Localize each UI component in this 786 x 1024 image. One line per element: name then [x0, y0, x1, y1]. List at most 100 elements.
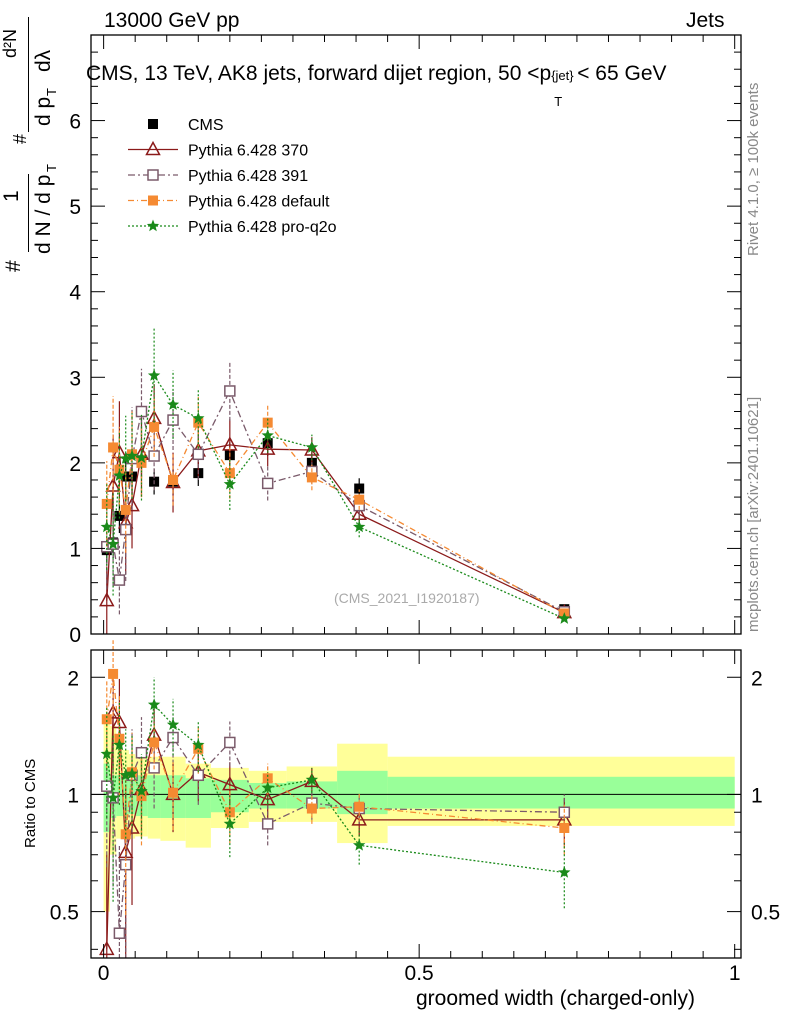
- ratio-point: [305, 773, 319, 786]
- ratio-series-3: [100, 677, 571, 909]
- xtick-label: 0: [98, 962, 110, 985]
- mcplots-label: mcplots.cern.ch [arXiv:2401.10621]: [745, 396, 762, 632]
- ratio-point: [354, 801, 365, 812]
- main-ytick-label: 1: [69, 538, 81, 561]
- ratio-point: [106, 791, 120, 804]
- ratio-ytick-label: 2: [67, 667, 79, 690]
- ratio-point: [351, 811, 367, 826]
- main-series-line-3: [106, 421, 565, 615]
- main-point: [354, 483, 365, 494]
- main-point: [166, 398, 180, 410]
- ratio-point: [261, 781, 274, 794]
- main-series-line-1: [106, 416, 565, 614]
- main-point: [354, 494, 365, 505]
- ratio-point: [135, 746, 148, 759]
- main-point: [306, 472, 317, 483]
- main-ytick-label: 3: [69, 367, 81, 390]
- ratio-point: [223, 817, 236, 830]
- main-point: [135, 405, 148, 418]
- main-point: [113, 574, 126, 586]
- main-ytick-label: 4: [69, 282, 81, 305]
- legend-marker: [147, 169, 159, 181]
- main-point: [99, 592, 115, 607]
- ratio-point: [100, 747, 113, 760]
- main-series-3: [101, 396, 570, 619]
- ratio-point: [149, 737, 160, 748]
- ratio-ytick-label-right: 2: [751, 667, 763, 690]
- xtick-label: 1: [729, 962, 741, 985]
- rivet-label: Rivet 4.1.0, ≥ 100k events: [745, 82, 762, 256]
- ratio-point: [261, 818, 274, 830]
- ratio-ytick-label: 0.5: [50, 902, 79, 925]
- ratio-point: [135, 784, 148, 797]
- ylabel-dl: dλ: [32, 49, 55, 72]
- legend-marker: [148, 195, 158, 206]
- ylabel-frac-num: 1: [0, 190, 23, 202]
- main-ylabel: # 1 d N / d p T # d²N d p T dλ: [0, 0, 70, 272]
- plot-title-main: CMS, 13 TeV, AK8 jets, forward dijet reg…: [86, 62, 552, 85]
- main-point: [135, 451, 148, 463]
- main-series-line-2: [106, 389, 565, 613]
- ratio-point: [166, 718, 180, 730]
- legend-marker: [148, 119, 158, 129]
- main-frame: [90, 34, 742, 635]
- ratio-band-inner: [387, 776, 735, 809]
- main-series-0: [101, 430, 570, 615]
- ratio-point: [168, 787, 179, 798]
- main-point: [124, 497, 140, 512]
- ratio-point: [136, 791, 147, 802]
- main-ytick-label: 0: [69, 624, 81, 647]
- main-point: [353, 520, 366, 533]
- ratio-band-inner: [147, 775, 161, 818]
- ratio-point: [262, 773, 273, 784]
- ylabel-hash-1: #: [2, 260, 25, 272]
- main-point: [149, 421, 160, 432]
- ratio-point: [192, 738, 205, 751]
- main-point: [224, 385, 236, 397]
- plot-title-end: < 65 GeV: [577, 62, 667, 85]
- ratio-series-line-3: [106, 703, 565, 874]
- ratio-point: [101, 714, 112, 725]
- ratio-ylabel: Ratio to CMS: [22, 758, 39, 848]
- ratio-point: [222, 776, 238, 791]
- main-point: [108, 442, 119, 453]
- main-point: [261, 429, 274, 441]
- main-point: [125, 449, 139, 462]
- ratio-point: [558, 866, 571, 878]
- main-point: [223, 477, 236, 490]
- main-series-4: [100, 328, 571, 624]
- ylabel-frac-den: d N / d p: [32, 174, 55, 254]
- plot-title-sup: {jet}: [551, 68, 574, 83]
- ratio-point: [108, 668, 119, 679]
- ratio-series-line-2: [106, 673, 565, 835]
- main-ytick-label: 2: [69, 453, 81, 476]
- legend-label: Pythia 6.428 pro-q2o: [188, 219, 337, 236]
- main-point: [192, 411, 205, 424]
- main-series-2: [101, 361, 571, 618]
- main-point: [167, 414, 179, 426]
- ratio-ytick-label-right: 0.5: [751, 902, 780, 925]
- legend-label: CMS: [188, 117, 224, 134]
- legend-marker: [146, 219, 160, 232]
- ratio-ytick-label-right: 1: [751, 784, 763, 807]
- ratio-frame: [90, 649, 742, 959]
- ratio-point: [113, 738, 126, 751]
- main-point: [113, 469, 126, 481]
- watermark: (CMS_2021_I1920187): [334, 590, 480, 606]
- plot-title: CMS, 13 TeV, AK8 jets, forward dijet reg…: [86, 62, 667, 109]
- ratio-point: [113, 927, 126, 939]
- ylabel-dpt-sub: T: [44, 88, 59, 96]
- main-ytick-label: 5: [69, 196, 81, 219]
- main-point: [259, 440, 276, 455]
- ratio-point: [125, 767, 139, 779]
- main-point: [192, 448, 205, 461]
- main-point: [558, 612, 571, 624]
- ratio-ytick-label: 1: [67, 784, 79, 807]
- ylabel-dpt: d p: [32, 96, 55, 126]
- main-ytick-label: 6: [69, 111, 81, 134]
- ylabel-d2n: d²N: [0, 28, 20, 58]
- legend-label: Pythia 6.428 default: [188, 194, 330, 211]
- ylabel-frac-den-sub: T: [44, 164, 59, 172]
- xtick-label: 0.5: [405, 962, 434, 985]
- xlabel: groomed width (charged-only): [416, 987, 695, 1010]
